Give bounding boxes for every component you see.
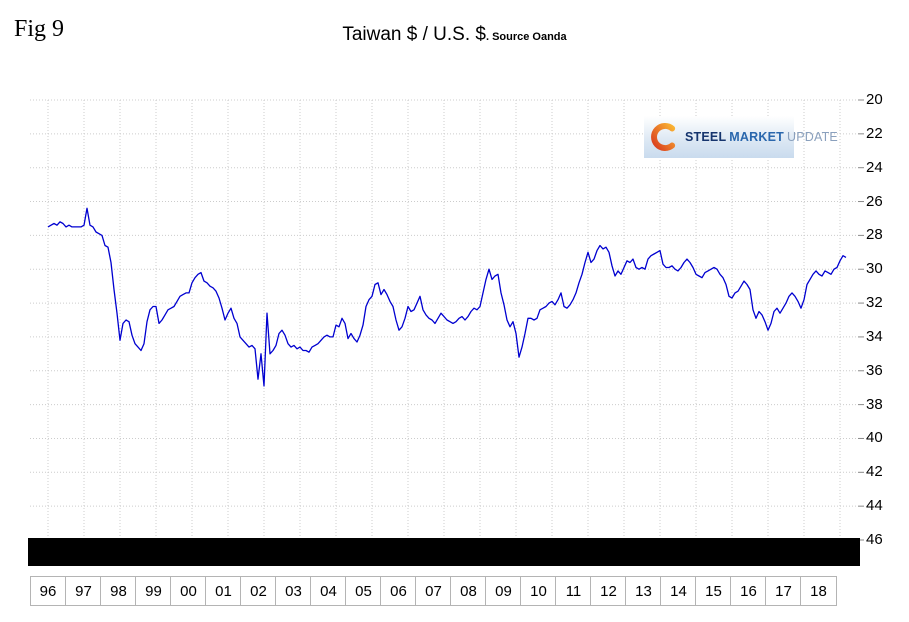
y-axis-label: 36 <box>866 361 883 379</box>
y-axis-label: 20 <box>866 91 883 108</box>
y-axis-label: 32 <box>866 294 883 312</box>
y-axis-label: 34 <box>866 327 883 345</box>
x-axis-cell: 05 <box>345 576 382 606</box>
y-axis-label: 40 <box>866 429 883 447</box>
x-axis-cell: 13 <box>625 576 662 606</box>
x-axis-cell: 15 <box>695 576 732 606</box>
y-axis-label: 22 <box>866 124 883 142</box>
smu-logo: STEEL MARKET UPDATE <box>644 116 838 158</box>
x-axis-cell: 16 <box>730 576 767 606</box>
smu-logo-update: UPDATE <box>786 130 838 144</box>
x-axis-bar <box>28 538 860 566</box>
x-axis-cell: 02 <box>240 576 277 606</box>
y-axis-label: 46 <box>866 531 883 548</box>
y-axis-label: 38 <box>866 395 883 413</box>
x-axis-cell: 10 <box>520 576 557 606</box>
smu-logo-steel: STEEL <box>685 130 727 144</box>
chart-title-block: Taiwan $ / U.S. $. Source Oanda <box>0 24 909 46</box>
x-axis-cell: 07 <box>415 576 452 606</box>
x-axis-cell: 98 <box>100 576 137 606</box>
x-axis-cell: 04 <box>310 576 347 606</box>
x-axis-cell: 97 <box>65 576 102 606</box>
exchange-rate-line <box>47 207 847 387</box>
x-axis-cell: 18 <box>800 576 837 606</box>
smu-logo-market: MARKET <box>729 130 784 144</box>
y-axis-label: 28 <box>866 226 883 244</box>
x-axis-cell: 12 <box>590 576 627 606</box>
figure-label: Fig 9 <box>14 16 65 42</box>
smu-logo-mark-icon <box>651 122 676 152</box>
chart-title: Taiwan $ / U.S. $ <box>342 24 486 45</box>
y-axis-label: 42 <box>866 463 883 481</box>
x-axis-cell: 09 <box>485 576 522 606</box>
chart-source: . Source Oanda <box>485 31 567 43</box>
y-axis-label: 24 <box>866 158 883 176</box>
x-axis-cell: 14 <box>660 576 697 606</box>
x-axis-cell: 96 <box>30 576 66 606</box>
y-axis-label: 44 <box>866 497 883 515</box>
x-axis-cell: 17 <box>765 576 802 606</box>
x-axis-cell: 01 <box>205 576 242 606</box>
y-axis-label: 30 <box>866 260 883 278</box>
x-axis-cell: 11 <box>555 576 592 606</box>
y-axis-label: 26 <box>866 192 883 210</box>
x-axis-cell: 08 <box>450 576 487 606</box>
x-axis-cell: 00 <box>170 576 207 606</box>
x-axis-cell: 03 <box>275 576 312 606</box>
smu-logo-text: STEEL MARKET UPDATE <box>685 130 838 144</box>
x-axis-cell: 06 <box>380 576 417 606</box>
x-axis-cell: 99 <box>135 576 172 606</box>
